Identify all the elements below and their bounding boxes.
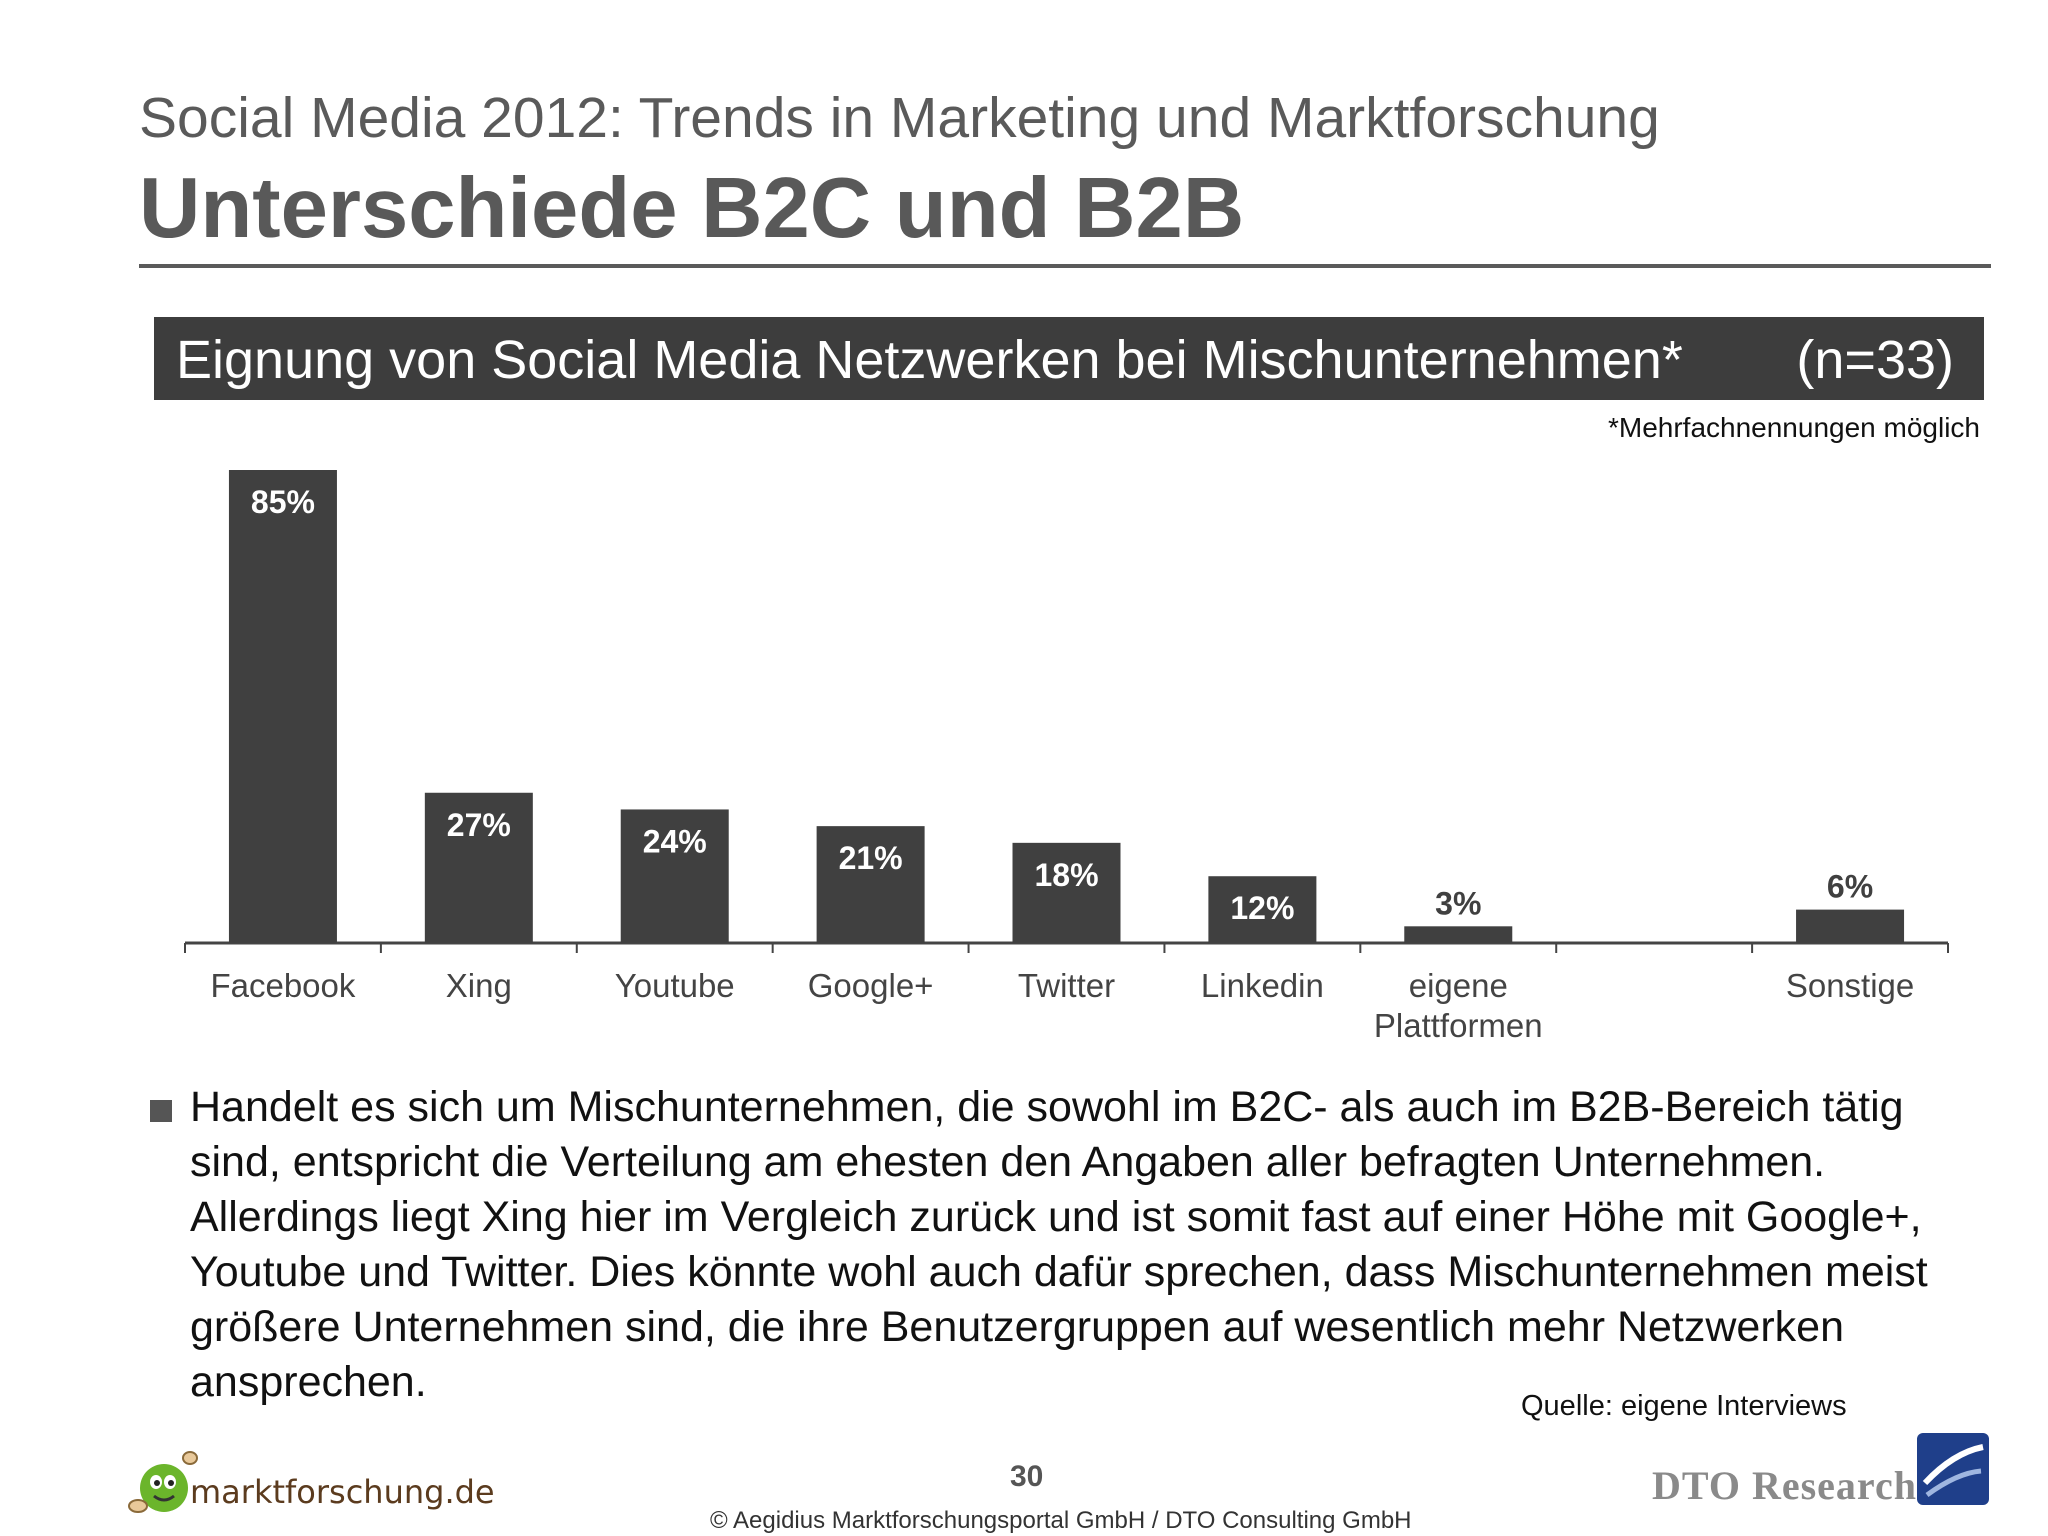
bar-value-label: 85% — [251, 484, 315, 520]
category-label: Twitter — [1018, 967, 1115, 1004]
category-label: Linkedin — [1201, 967, 1324, 1004]
bar-value-label: 24% — [643, 823, 707, 859]
source-note: Quelle: eigene Interviews — [1521, 1390, 1847, 1422]
bar-value-label: 3% — [1435, 885, 1481, 921]
page-subtitle: Social Media 2012: Trends in Marketing u… — [139, 86, 1660, 150]
marktforschung-logo-text: marktforschung.de — [190, 1473, 495, 1511]
chart-banner: Eignung von Social Media Netzwerken bei … — [154, 317, 1984, 400]
bar-value-label: 12% — [1230, 890, 1294, 926]
bar — [816, 826, 925, 943]
bar — [1404, 926, 1513, 943]
title-divider — [139, 264, 1991, 268]
bullet-text: Handelt es sich um Mischunternehmen, die… — [190, 1083, 1928, 1406]
bar — [424, 792, 533, 943]
bar — [1208, 876, 1317, 943]
dto-logo-text: DTO Research — [1652, 1463, 1917, 1508]
page-title: Unterschiede B2C und B2B — [139, 161, 1245, 256]
category-label: Plattformen — [1374, 1007, 1543, 1044]
bar — [1796, 909, 1905, 943]
bar — [228, 470, 337, 943]
bar-chart: 85% Facebook 27% Xing 24% Youtube 21% Google+ 18… — [184, 470, 1949, 1044]
bar — [620, 809, 729, 943]
bar-value-label: 18% — [1034, 857, 1098, 893]
bullet-marker — [150, 1100, 172, 1122]
marktforschung-logo-icon — [128, 1451, 198, 1513]
category-label: eigene — [1409, 967, 1508, 1004]
bar-value-label: 21% — [839, 840, 903, 876]
category-label: Sonstige — [1786, 967, 1914, 1004]
chart-footnote: *Mehrfachnennungen möglich — [1607, 412, 1980, 443]
bar-value-label: 6% — [1827, 869, 1873, 905]
category-label: Xing — [446, 967, 512, 1004]
copyright: © Aegidius Marktforschungsportal GmbH / … — [710, 1507, 1412, 1534]
category-label: Google+ — [808, 967, 934, 1004]
page-number: 30 — [1010, 1460, 1044, 1493]
sample-size: (n=33) — [1796, 330, 1954, 390]
bar — [1012, 842, 1121, 943]
category-label: Facebook — [210, 967, 355, 1004]
chart-title: Eignung von Social Media Netzwerken bei … — [176, 330, 1683, 390]
bar-value-label: 27% — [447, 807, 511, 843]
dto-logo-icon — [1917, 1433, 1989, 1505]
category-label: Youtube — [615, 967, 735, 1004]
